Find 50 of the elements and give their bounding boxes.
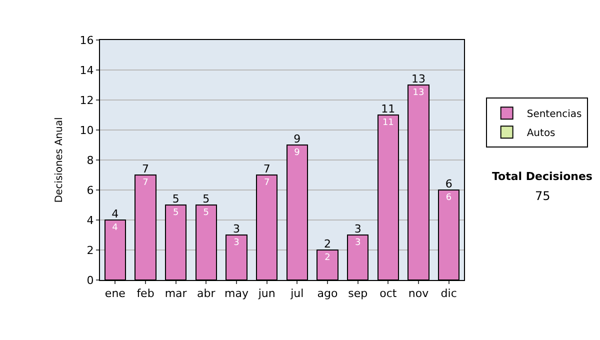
total-label: 5 [202, 192, 210, 206]
y-tick-label: 0 [86, 274, 94, 287]
total-label: 11 [381, 102, 396, 116]
total-label: 2 [324, 237, 331, 250]
x-tick-label: ene [104, 287, 126, 300]
data-label: 13 [412, 88, 424, 98]
x-tick-label: nov [408, 287, 430, 300]
total-label: 3 [354, 222, 362, 236]
data-label: 5 [203, 208, 210, 218]
total-label: 7 [263, 162, 270, 176]
legend-label: Autos [526, 128, 556, 139]
data-label: 9 [294, 148, 300, 158]
y-tick-label: 16 [80, 34, 94, 47]
x-tick-label: abr [197, 287, 216, 300]
total-label: 4 [112, 207, 119, 220]
data-label: 4 [112, 223, 118, 233]
x-tick-label: mar [164, 287, 188, 300]
y-tick-label: 2 [86, 244, 94, 257]
total-label: 9 [294, 132, 301, 146]
y-tick-label: 4 [86, 214, 94, 227]
y-tick-label: 12 [80, 94, 94, 107]
total-label: 5 [172, 192, 180, 206]
y-axis-title: Decisiones Anual [54, 117, 65, 203]
data-label: 6 [446, 193, 452, 203]
x-tick-label: jul [290, 287, 304, 300]
x-tick-label: jun [257, 287, 276, 300]
x-tick-label: dic [440, 287, 457, 300]
x-tick-label: sep [348, 287, 368, 300]
y-tick-label: 8 [86, 154, 94, 167]
x-tick-label: oct [380, 287, 398, 300]
y-tick-label: 14 [80, 64, 94, 77]
total-label: 7 [142, 162, 149, 176]
x-tick-label: ago [317, 287, 338, 300]
legend-label: Sentencias [526, 109, 582, 120]
text: 75 [535, 189, 550, 203]
data-label: 3 [234, 238, 240, 248]
data-label: 3 [354, 238, 361, 248]
data-label: 7 [142, 178, 148, 188]
total-label: 3 [233, 222, 240, 236]
total-label: 13 [412, 72, 426, 86]
data-label: 2 [324, 253, 330, 263]
x-tick-label: feb [136, 287, 154, 300]
data-label: 7 [264, 178, 270, 188]
x-tick-label: may [224, 287, 249, 300]
data-label: 11 [382, 118, 394, 128]
text: Total Decisiones [492, 170, 593, 183]
y-tick-label: 6 [86, 184, 94, 197]
data-label: 5 [172, 208, 179, 218]
total-label: 6 [445, 177, 452, 190]
y-tick-label: 10 [80, 124, 94, 137]
